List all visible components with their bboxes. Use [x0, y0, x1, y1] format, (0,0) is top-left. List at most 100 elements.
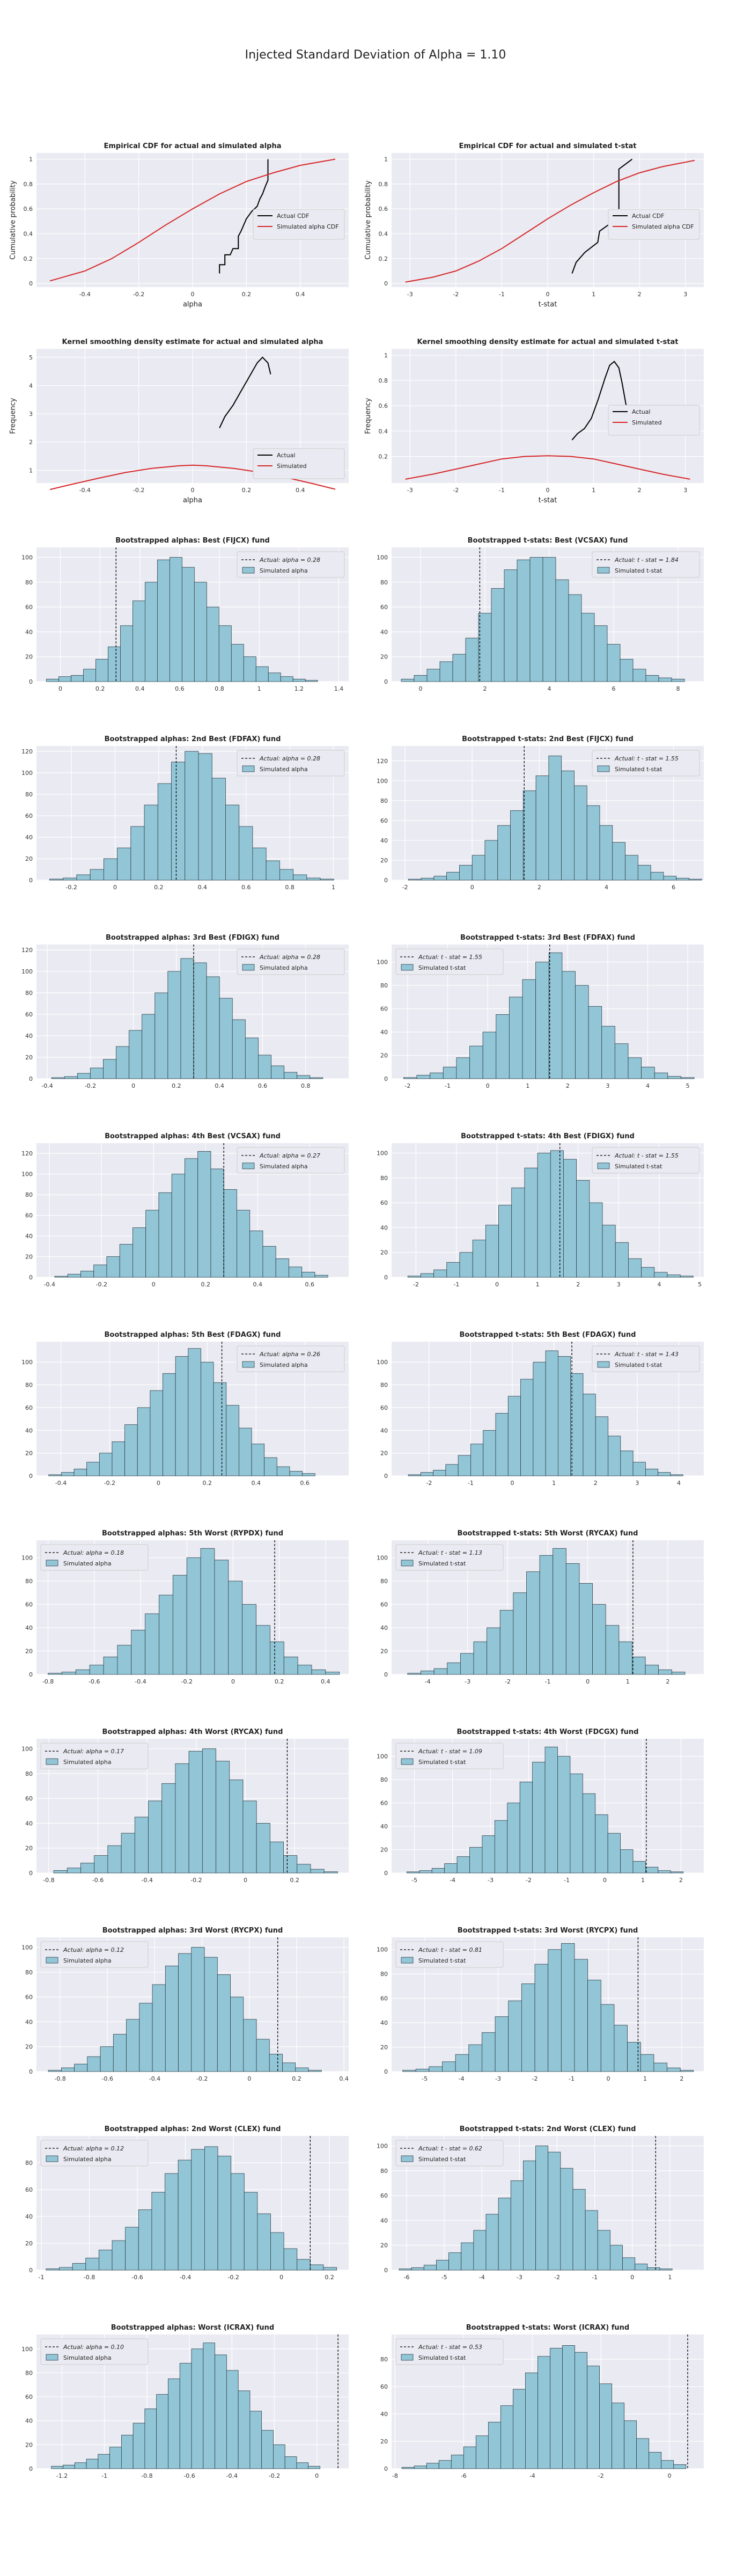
x-tick-label: -0.4	[79, 291, 91, 298]
histogram-bar	[89, 1665, 104, 1675]
subplot-9: Bootstrapped alphas: 3rd Best (FDIGX) fu…	[21, 934, 349, 1089]
legend-swatch-simulated	[46, 2155, 58, 2162]
histogram-bar	[103, 1656, 118, 1675]
y-tick-label: 80	[380, 2168, 388, 2175]
x-tick-label: -2	[453, 487, 459, 494]
histogram-bar	[439, 661, 453, 682]
y-tick-label: 100	[377, 778, 388, 785]
x-tick-label: 2	[638, 291, 642, 298]
histogram-bar	[689, 879, 702, 881]
legend-box	[395, 948, 504, 975]
histogram-bar	[289, 1267, 303, 1278]
x-tick-label: 3	[606, 1082, 609, 1089]
histogram-bar	[185, 1158, 198, 1278]
histogram-bar	[86, 2458, 99, 2469]
histogram-bar	[568, 594, 582, 682]
legend-box	[237, 948, 345, 975]
y-tick-label: 1	[384, 156, 388, 163]
x-tick-label: -0.4	[226, 2472, 238, 2479]
histogram-bar	[562, 971, 576, 1079]
x-tick-label: 0	[231, 1678, 235, 1685]
histogram-bar	[460, 1653, 474, 1675]
chart-title: Bootstrapped t-stats: 4th Best (FDIGX) f…	[461, 1132, 635, 1140]
x-tick-label: -1	[38, 2274, 44, 2281]
x-tick-label: 0	[58, 685, 62, 692]
x-tick-label: 0.6	[300, 1480, 310, 1487]
y-tick-label: 100	[21, 1746, 33, 1753]
histogram-bar	[46, 678, 59, 682]
x-tick-label: 0.2	[292, 2075, 301, 2082]
histogram-bar	[680, 2070, 694, 2072]
histogram-bar	[475, 2435, 489, 2469]
y-tick-label: 40	[25, 2418, 33, 2425]
histogram-bar	[228, 1580, 243, 1675]
chart-title: Bootstrapped t-stats: Worst (ICRAX) fund	[466, 2324, 629, 2332]
histogram-bar	[624, 2420, 637, 2469]
y-tick-label: 80	[25, 1770, 33, 1777]
y-tick-label: 60	[380, 2192, 388, 2199]
histogram-bar	[168, 2379, 180, 2469]
histogram-bar	[510, 2180, 524, 2271]
y-tick-label: 0	[384, 1671, 388, 1678]
histogram-bar	[125, 2227, 139, 2271]
histogram-bar	[262, 1246, 276, 1278]
histogram-bar	[457, 1856, 470, 1874]
histogram-bar	[289, 1471, 303, 1476]
histogram-bar	[535, 2146, 549, 2271]
y-tick-label: 1	[29, 156, 33, 163]
y-tick-label: 20	[380, 1249, 388, 1256]
x-tick-label: -3	[407, 487, 413, 494]
histogram-bar	[495, 1413, 509, 1476]
y-tick-label: 60	[380, 1199, 388, 1206]
legend-box	[608, 405, 700, 436]
y-tick-label: 100	[21, 1359, 33, 1366]
legend-box	[592, 750, 700, 777]
histogram-bar	[293, 874, 307, 881]
x-tick-label: 4	[657, 1281, 661, 1288]
histogram-bar	[175, 1763, 189, 1874]
histogram-bar	[217, 2156, 232, 2271]
histogram-bar	[256, 1823, 270, 1874]
legend-label-actual: Actual: t - stat = 1.13	[418, 1549, 482, 1556]
histogram-bar	[482, 1031, 497, 1079]
chart-title: Bootstrapped alphas: 5th Worst (RYPDX) f…	[102, 1529, 283, 1538]
x-tick-label: 0	[315, 2472, 319, 2479]
histogram-bar	[637, 865, 651, 881]
chart-title: Bootstrapped alphas: 4th Best (VCSAX) fu…	[105, 1132, 281, 1140]
x-tick-label: 2	[638, 487, 642, 494]
x-axis-label: t-stat	[539, 496, 557, 504]
histogram-bar	[310, 1869, 325, 1874]
histogram-bar	[58, 676, 71, 682]
histogram-bar	[284, 1072, 298, 1079]
y-tick-label: 5	[29, 354, 33, 361]
histogram-bar	[94, 1855, 108, 1874]
subplot-20: Bootstrapped t-stats: 3rd Worst (RYCPX) …	[377, 1927, 704, 2082]
histogram-bar	[654, 1072, 668, 1079]
y-tick-label: 0	[29, 1473, 33, 1480]
histogram-bar	[436, 2260, 449, 2271]
histogram-bar	[120, 625, 133, 682]
histogram-bar	[513, 2389, 526, 2469]
y-tick-label: 120	[21, 748, 33, 755]
subplot-19: Bootstrapped alphas: 3rd Worst (RYCPX) f…	[21, 1927, 349, 2082]
histogram-bar	[245, 1037, 259, 1079]
x-tick-label: 0.2	[201, 1281, 211, 1288]
histogram-bar	[463, 2446, 476, 2469]
legend-swatch-simulated	[242, 567, 255, 574]
y-tick-label: 80	[25, 2160, 33, 2167]
histogram-bar	[415, 2069, 430, 2072]
legend-label-simulated: Simulated t-stat	[615, 766, 662, 773]
histogram-bar	[509, 997, 523, 1079]
y-tick-label: 80	[25, 1969, 33, 1976]
histogram-bar	[231, 644, 244, 682]
histogram-bar	[431, 1868, 445, 1874]
histogram-bar	[48, 1673, 62, 1675]
histogram-bar	[204, 2146, 218, 2271]
histogram-bar	[103, 858, 117, 881]
x-tick-label: -5	[422, 2075, 428, 2082]
y-tick-label: 40	[25, 1624, 33, 1631]
histogram-bar	[119, 1244, 133, 1278]
histogram-bar	[257, 2213, 271, 2271]
legend: Actual: t - stat = 1.09 Simulated t-stat	[395, 1743, 504, 1769]
x-tick-label: -0.4	[41, 1082, 53, 1089]
